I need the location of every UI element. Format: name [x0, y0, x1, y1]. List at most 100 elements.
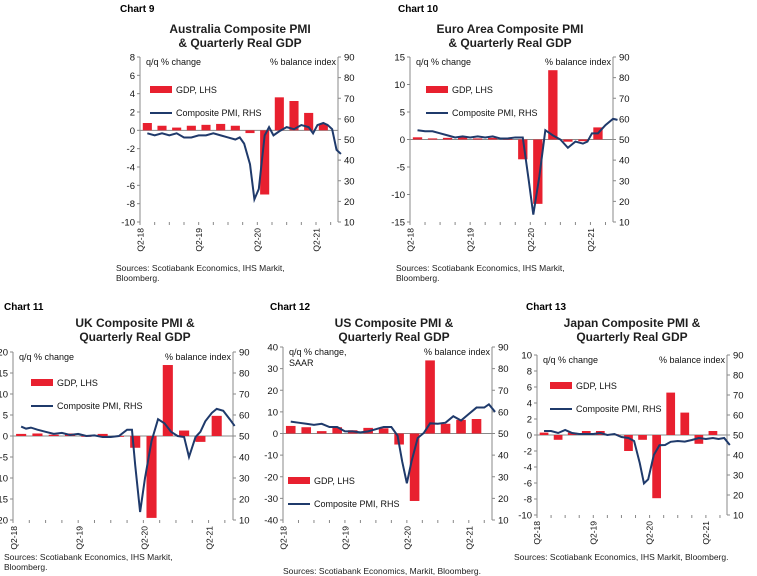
gdp-bar: [97, 433, 108, 436]
legend-gdp-label: GDP, LHS: [57, 378, 98, 388]
chart-source: Sources: Scotiabank Economics, IHS Marki…: [514, 552, 729, 562]
lhs-tick-label: 6: [527, 383, 532, 394]
lhs-tick-label: 0: [527, 431, 532, 442]
gdp-bar: [652, 435, 661, 499]
rhs-tick-label: 60: [239, 411, 250, 422]
x-tick-label: Q2-18: [532, 521, 542, 545]
legend-gdp-label: GDP, LHS: [176, 85, 217, 95]
gdp-bar: [578, 139, 588, 142]
lhs-tick-label: 20: [267, 386, 278, 397]
chart-svg: 20151050-5-10-15-20908070605040302010q/q…: [0, 348, 250, 550]
lhs-tick-label: -20: [0, 516, 8, 527]
lhs-tick-label: 2: [527, 415, 532, 426]
chart-title: Euro Area Composite PMI & Quarterly Real…: [436, 22, 584, 50]
lhs-tick-label: -2: [127, 144, 135, 155]
lhs-axis-label: q/q % change: [146, 57, 201, 67]
gdp-bar: [179, 430, 190, 436]
lhs-tick-label: 0: [273, 429, 278, 440]
lhs-tick-label: 0: [3, 432, 8, 443]
legend-pmi-label: Composite PMI, RHS: [576, 404, 662, 414]
gdp-bar: [216, 123, 226, 131]
rhs-tick-label: 90: [498, 343, 509, 354]
rhs-tick-label: 50: [498, 429, 509, 440]
gdp-bar: [563, 139, 573, 142]
gdp-bar: [146, 436, 157, 518]
rhs-tick-label: 10: [239, 516, 250, 527]
x-tick-label: Q2-18: [135, 228, 145, 252]
chart-number: Chart 13: [526, 302, 567, 313]
rhs-tick-label: 50: [344, 135, 355, 146]
lhs-tick-label: -4: [127, 163, 135, 174]
lhs-tick-label: 10: [394, 80, 405, 91]
rhs-tick-label: 40: [733, 451, 744, 462]
rhs-tick-label: 60: [498, 407, 509, 418]
gdp-bar: [316, 431, 327, 434]
lhs-tick-label: 10: [0, 390, 8, 401]
rhs-tick-label: 90: [239, 348, 250, 359]
gdp-bar: [624, 435, 633, 451]
gdp-bar: [539, 432, 549, 435]
lhs-tick-label: 10: [521, 351, 532, 362]
lhs-tick-label: -6: [524, 479, 532, 490]
rhs-tick-label: 30: [498, 472, 509, 483]
gdp-bar: [427, 138, 438, 140]
gdp-bar: [260, 130, 270, 195]
rhs-tick-label: 10: [498, 516, 509, 527]
rhs-tick-label: 70: [239, 390, 250, 401]
gdp-bar: [440, 423, 451, 434]
rhs-tick-label: 90: [344, 53, 355, 64]
lhs-tick-label: -10: [518, 511, 532, 522]
legend-gdp-label: GDP, LHS: [576, 381, 617, 391]
rhs-tick-label: 10: [733, 511, 744, 522]
gdp-bar: [230, 125, 240, 131]
gdp-bar: [32, 433, 43, 436]
rhs-tick-label: 20: [239, 495, 250, 506]
lhs-tick-label: -8: [524, 495, 532, 506]
legend-pmi-label: Composite PMI, RHS: [57, 401, 143, 411]
gdp-bar: [289, 101, 299, 131]
gdp-bar: [708, 431, 718, 435]
lhs-tick-label: 10: [267, 407, 278, 418]
rhs-tick-label: 50: [619, 135, 630, 146]
x-tick-label: Q2-19: [74, 526, 84, 550]
gdp-bar: [457, 136, 468, 140]
lhs-tick-label: 15: [394, 53, 405, 64]
gdp-bar: [142, 123, 152, 131]
rhs-axis-label: % balance index: [270, 57, 337, 67]
gdp-bar: [332, 427, 342, 434]
gdp-bar: [172, 127, 182, 131]
legend-gdp-swatch: [150, 86, 172, 93]
rhs-tick-label: 60: [733, 411, 744, 422]
pmi-line: [417, 117, 618, 215]
rhs-tick-label: 60: [619, 114, 630, 125]
gdp-bar: [442, 137, 453, 140]
gdp-bar: [130, 436, 141, 448]
rhs-tick-label: 30: [619, 176, 630, 187]
legend-pmi-label: Composite PMI, RHS: [314, 499, 400, 509]
chart-svg: 1086420-2-4-6-8-10908070605040302010q/q …: [518, 351, 744, 545]
legend-gdp-swatch: [31, 379, 53, 386]
gdp-bar: [162, 365, 173, 436]
gdp-bar: [16, 433, 27, 436]
gdp-bar: [680, 412, 690, 435]
x-tick-label: Q2-18: [9, 526, 19, 550]
lhs-tick-label: 30: [267, 364, 278, 375]
rhs-axis-label: % balance index: [165, 352, 232, 362]
lhs-tick-label: -30: [264, 494, 278, 505]
lhs-tick-label: 5: [400, 108, 405, 119]
chart-number: Chart 11: [4, 302, 44, 313]
rhs-tick-label: 20: [498, 494, 509, 505]
chart-number: Chart 10: [398, 4, 439, 15]
chart-source: Sources: Scotiabank Economics, IHS Marki…: [116, 263, 285, 283]
rhs-tick-label: 20: [733, 491, 744, 502]
chart-12-panel: Chart 12 US Composite PMI & Quarterly Rea…: [262, 290, 520, 576]
rhs-tick-label: 70: [344, 94, 355, 105]
lhs-axis-label: SAAR: [289, 358, 314, 368]
lhs-tick-label: -15: [391, 218, 405, 229]
lhs-axis-label: q/q % change: [543, 355, 598, 365]
rhs-tick-label: 30: [344, 176, 355, 187]
rhs-tick-label: 90: [733, 351, 744, 362]
legend-gdp-swatch: [550, 382, 572, 389]
